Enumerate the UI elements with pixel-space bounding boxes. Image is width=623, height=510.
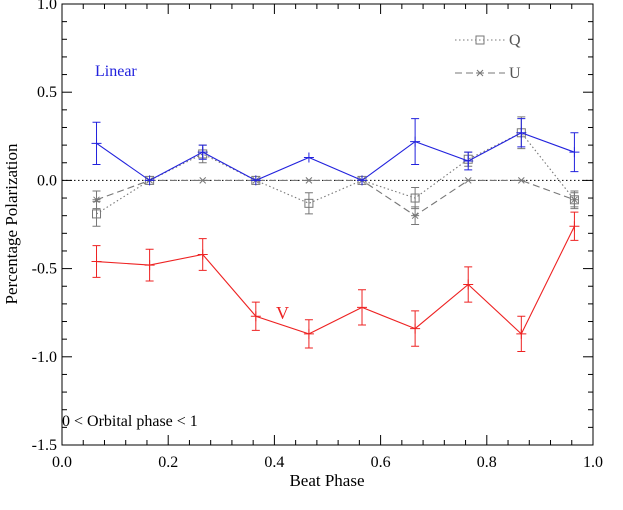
q-point — [304, 198, 314, 208]
q-error-bar — [411, 186, 420, 210]
q-error-bar — [570, 190, 579, 210]
v-point — [569, 221, 580, 232]
linear-point — [410, 136, 421, 147]
v-series-line — [96, 226, 575, 335]
y-tick-label: -1.0 — [32, 349, 57, 366]
linear-point — [144, 175, 155, 186]
q-point — [569, 195, 579, 205]
linear-point — [250, 175, 261, 186]
v-label: V — [276, 303, 289, 323]
u-point — [464, 177, 473, 184]
u-point — [517, 177, 526, 184]
linear-series-line — [96, 132, 575, 182]
x-tick-label: 0.8 — [477, 454, 497, 471]
v-point — [197, 249, 208, 260]
q-series-line — [96, 132, 575, 215]
v-point — [91, 256, 102, 267]
v-point — [357, 302, 368, 313]
x-tick-label: 0.6 — [371, 454, 391, 471]
linear-point — [357, 175, 368, 186]
y-tick-label: 1.0 — [37, 0, 57, 13]
q-point — [92, 209, 102, 219]
x-tick-label: 0.2 — [158, 454, 178, 471]
x-tick-label: 0.0 — [52, 454, 72, 471]
y-tick-label: 0.5 — [37, 84, 57, 101]
linear-label: Linear — [95, 63, 137, 80]
linear-point — [463, 155, 474, 166]
legend: QU — [455, 32, 521, 82]
v-point — [303, 328, 314, 339]
linear-point — [516, 127, 527, 138]
x-axis-label: Beat Phase — [289, 471, 364, 490]
y-tick-label: -0.5 — [32, 261, 57, 278]
x-tick-label: 0.4 — [264, 454, 284, 471]
v-point — [410, 323, 421, 334]
legend-marker-u — [476, 69, 484, 77]
legend-label-u: U — [509, 65, 521, 82]
y-tick-label: -1.5 — [32, 437, 57, 454]
orbital-phase-note: 0 < Orbital phase < 1 — [62, 413, 198, 430]
q-error-bar — [304, 192, 313, 215]
legend-label-q: Q — [509, 32, 521, 49]
u-point — [304, 177, 313, 184]
q-error-bar — [92, 201, 101, 227]
plot-frame — [61, 3, 594, 446]
linear-point — [197, 147, 208, 158]
v-point — [250, 311, 261, 322]
legend-marker-q — [475, 35, 485, 45]
q-point — [410, 193, 420, 203]
linear-point — [303, 152, 314, 163]
y-tick-label: 0.0 — [37, 172, 57, 189]
u-point — [411, 212, 420, 220]
v-point — [144, 260, 155, 271]
linear-point — [91, 138, 102, 149]
u-point — [198, 177, 207, 184]
v-point — [463, 279, 474, 290]
x-tick-label: 1.0 — [583, 454, 603, 471]
linear-point — [569, 147, 580, 158]
u-series-line — [96, 179, 575, 217]
v-point — [516, 328, 527, 339]
y-axis-label: Percentage Polarization — [2, 143, 21, 304]
